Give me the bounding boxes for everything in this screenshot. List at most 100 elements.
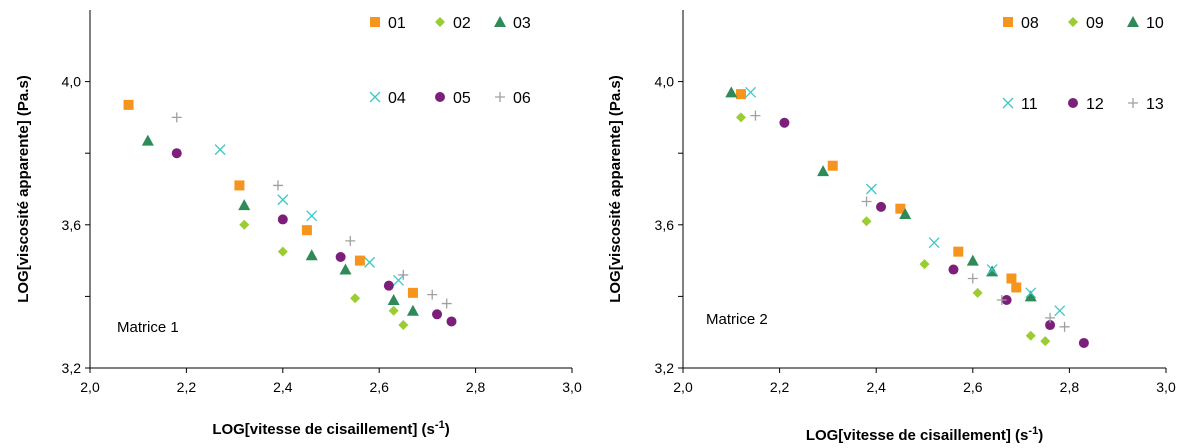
data-point	[306, 210, 318, 222]
series-08	[735, 89, 1022, 293]
data-point	[745, 86, 757, 98]
data-point	[407, 287, 418, 298]
data-point	[214, 144, 226, 156]
data-point	[861, 216, 872, 227]
data-point	[899, 208, 912, 220]
x-tick-label: 2,6	[963, 379, 983, 395]
data-point	[239, 219, 250, 230]
series-09	[735, 112, 1051, 347]
data-point	[441, 298, 452, 309]
x-tick-label: 2,2	[177, 379, 197, 395]
series-12	[779, 117, 1089, 348]
data-point	[928, 237, 940, 249]
legend-marker	[1002, 97, 1014, 109]
x-tick-label: 2,4	[273, 379, 293, 395]
series-06	[171, 112, 452, 309]
data-point	[779, 117, 790, 128]
x-tick-label: 2,4	[866, 379, 886, 395]
data-point	[383, 280, 394, 291]
x-tick-label: 3,0	[562, 379, 582, 395]
data-point	[305, 249, 318, 261]
data-point	[277, 246, 288, 257]
data-point	[398, 320, 409, 331]
data-point	[919, 259, 930, 270]
data-point	[123, 99, 134, 110]
x-tick-label: 2,2	[770, 379, 790, 395]
series-03	[141, 134, 419, 316]
legend-marker	[369, 91, 381, 103]
legend-label: 04	[388, 90, 406, 107]
data-point	[986, 264, 998, 276]
data-point	[827, 160, 838, 171]
y-tick-label: 4,0	[655, 74, 675, 90]
data-point	[966, 254, 979, 266]
series-01	[123, 99, 418, 298]
data-point	[364, 256, 376, 268]
data-point	[387, 293, 400, 305]
data-point	[339, 263, 352, 275]
legend-marker	[435, 92, 445, 102]
y-tick-label: 3,6	[62, 217, 82, 233]
data-point	[432, 309, 443, 320]
data-point	[817, 165, 830, 177]
legend-label: 05	[453, 90, 471, 107]
data-point	[406, 304, 419, 316]
legend-label: 11	[1021, 96, 1038, 113]
legend-label: 12	[1086, 96, 1104, 113]
chart-panel-2: 2,0 2,2 2,4 2,6 2,8 3,0 3,2 3,6 4,0 LOG[viscosité…	[607, 10, 1176, 444]
x-axis-title: LOG[vitesse de cisaillement] (s-1)	[212, 419, 449, 438]
data-point	[735, 89, 746, 100]
data-point	[234, 180, 245, 191]
data-point	[354, 255, 365, 266]
data-point	[1054, 305, 1066, 317]
series-04	[214, 144, 404, 286]
legend-label: 06	[513, 90, 531, 107]
data-point	[1040, 336, 1051, 347]
legend-label: 02	[453, 15, 471, 32]
data-point	[1025, 330, 1036, 341]
data-point	[427, 289, 438, 300]
data-point	[388, 305, 399, 316]
data-point	[1024, 290, 1037, 302]
data-point	[876, 201, 887, 212]
data-point	[1011, 282, 1022, 293]
data-point	[1045, 312, 1056, 323]
legend-label: 08	[1021, 15, 1039, 32]
x-tick-label: 2,8	[1060, 379, 1080, 395]
series-10	[725, 86, 1037, 302]
legend-marker	[495, 92, 505, 102]
data-point	[171, 112, 182, 123]
legend-marker	[435, 17, 445, 27]
data-point	[398, 269, 409, 280]
y-tick-label: 3,2	[655, 360, 675, 376]
x-tick-label: 2,0	[80, 379, 100, 395]
series-11	[745, 86, 1066, 317]
legend-marker	[1127, 16, 1139, 27]
data-point	[446, 316, 457, 327]
data-point	[895, 203, 906, 214]
x-tick-label: 2,0	[673, 379, 693, 395]
chart-panel-1: 2,0 2,2 2,4 2,6 2,8 3,0 3,2 3,6 4,0 LOG[viscosité…	[15, 10, 582, 438]
legend-marker	[494, 16, 506, 27]
x-tick-label: 2,6	[369, 379, 389, 395]
data-point	[735, 112, 746, 123]
legend-marker	[1128, 98, 1138, 108]
y-axis-title: LOG[viscosité apparente] (Pa.s)	[15, 75, 32, 303]
data-point	[238, 199, 251, 211]
x-axis-title: LOG[vitesse de cisaillement] (s-1)	[806, 425, 1043, 444]
legend-marker	[1003, 17, 1013, 27]
data-point	[301, 225, 312, 236]
legend-marker	[370, 17, 380, 27]
data-point	[1045, 320, 1056, 331]
data-point	[1059, 321, 1070, 332]
y-tick-label: 3,2	[62, 360, 82, 376]
legend-label: 03	[513, 15, 531, 32]
x-tick-label: 2,8	[466, 379, 486, 395]
y-tick-label: 4,0	[62, 74, 82, 90]
data-point	[861, 196, 872, 207]
matrix-annotation: Matrice 1	[117, 319, 179, 336]
legend-label: 01	[388, 15, 406, 32]
x-tick-label: 3,0	[1156, 379, 1176, 395]
data-point	[272, 180, 283, 191]
